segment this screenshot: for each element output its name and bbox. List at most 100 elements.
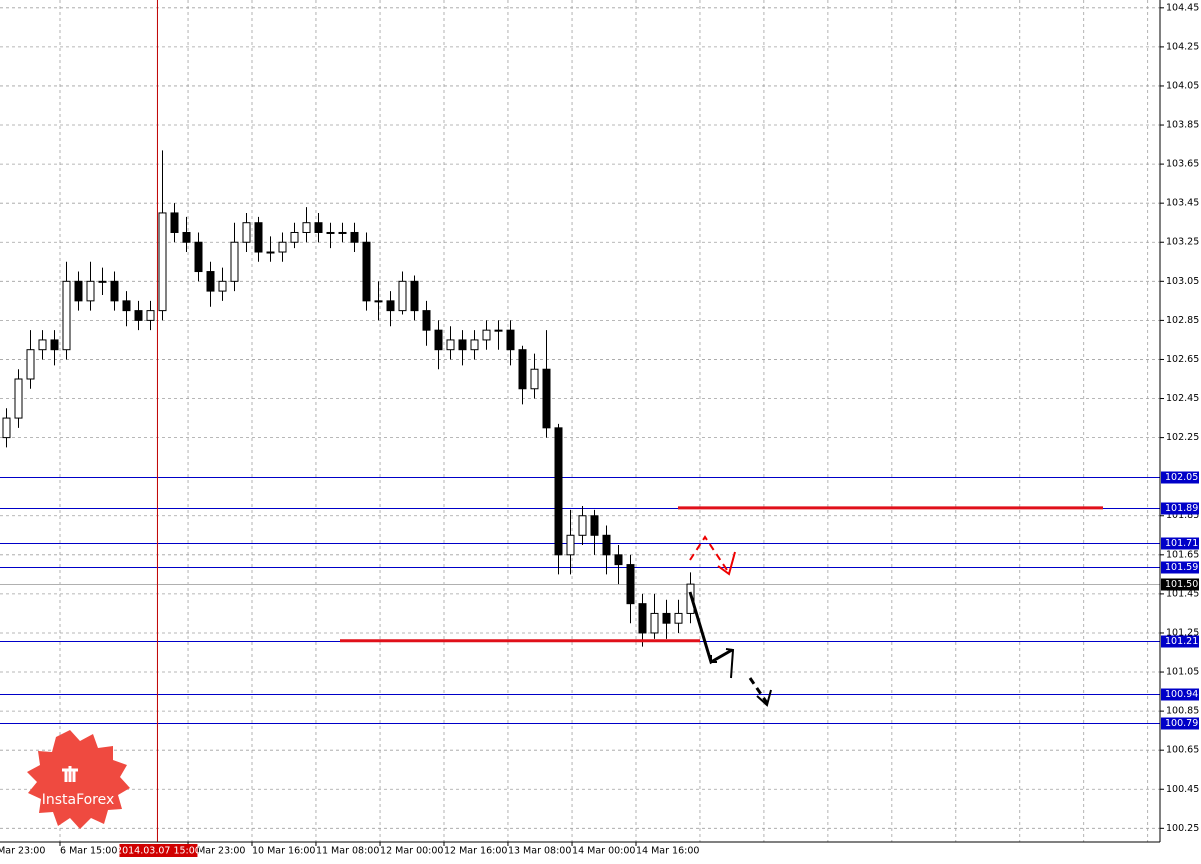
candle-body <box>446 339 455 351</box>
x-tick-label: 10 Mar 16:00 <box>252 846 315 857</box>
y-tick-label: 101.45 <box>1166 588 1199 599</box>
y-tick-label: 102.85 <box>1166 315 1199 326</box>
y-tick-label: 102.25 <box>1166 432 1199 443</box>
candle-body <box>422 310 431 331</box>
candle-body <box>614 554 623 566</box>
logo-icon <box>62 766 78 782</box>
candle-body <box>242 222 251 243</box>
x-tick-label: 5 Mar 23:00 <box>0 846 45 857</box>
candle-body <box>14 378 23 419</box>
candle-body <box>110 280 119 302</box>
candle-body <box>50 339 59 351</box>
candle-body <box>374 300 383 303</box>
candle-body <box>350 231 359 243</box>
candle-body <box>590 515 599 536</box>
y-tick-label: 104.45 <box>1166 2 1199 13</box>
candle-body <box>74 280 83 302</box>
candle-body <box>86 280 95 302</box>
y-tick-label: 100.45 <box>1166 784 1199 795</box>
arrow-head <box>756 689 772 707</box>
candle-body <box>566 534 575 556</box>
candle-body <box>602 534 611 556</box>
candle-body <box>458 339 467 351</box>
level-label: 101.89 <box>1165 503 1198 514</box>
y-tick-label: 103.25 <box>1166 237 1199 248</box>
x-tick-label: 11 Mar 08:00 <box>316 846 379 857</box>
candle-body <box>386 300 395 312</box>
x-tick-label: 12 Mar 16:00 <box>444 846 507 857</box>
candle-body <box>158 212 167 312</box>
candle-body <box>398 280 407 312</box>
y-tick-label: 104.25 <box>1166 41 1199 52</box>
level-label: 101.59 <box>1165 562 1198 573</box>
candle-body <box>650 612 659 634</box>
y-tick-label: 103.65 <box>1166 159 1199 170</box>
y-tick-label: 103.45 <box>1166 198 1199 209</box>
candle-body <box>554 427 563 556</box>
arrow-head <box>710 655 717 663</box>
candle-body <box>170 212 179 233</box>
level-label: 100.79 <box>1165 718 1198 729</box>
level-label-box <box>1161 471 1199 484</box>
y-tick-label: 102.45 <box>1166 393 1199 404</box>
candle-body <box>530 368 539 390</box>
candle-body <box>494 329 503 332</box>
level-label: 101.21 <box>1165 636 1198 647</box>
candle-body <box>218 280 227 292</box>
x-tick-label: 14 Mar 00:00 <box>572 846 635 857</box>
candle-body <box>506 329 515 351</box>
candle-body <box>122 300 131 312</box>
candle-body <box>266 251 275 254</box>
y-tick-label: 101.85 <box>1166 510 1199 521</box>
y-tick-label: 103.85 <box>1166 120 1199 131</box>
candle-body <box>362 241 371 302</box>
level-label-box <box>1161 502 1199 515</box>
x-tick-label: 12 Mar 00:00 <box>380 846 443 857</box>
candle-body <box>230 241 239 282</box>
candle-body <box>542 368 551 429</box>
candle-body <box>98 280 107 283</box>
candle-body <box>662 612 671 624</box>
candle-body <box>62 280 71 351</box>
arrow-red <box>689 535 730 574</box>
candle-body <box>518 349 527 390</box>
forecast-arrows <box>688 535 772 707</box>
y-tick-label: 102.65 <box>1166 354 1199 365</box>
candle-body <box>302 222 311 233</box>
arrow-head <box>717 551 736 576</box>
candle-body <box>638 603 647 634</box>
candle-body <box>410 280 419 312</box>
candle-body <box>626 564 635 605</box>
candle-body <box>314 222 323 233</box>
y-tick-label: 101.65 <box>1166 549 1199 560</box>
level-label-box <box>1161 635 1199 648</box>
candle-body <box>434 329 443 351</box>
candle-body <box>482 329 491 341</box>
x-tick-label: 13 Mar 08:00 <box>508 846 571 857</box>
candle-body <box>26 349 35 380</box>
candle-body <box>326 231 335 234</box>
x-tick-label: 6 Mar 15:00 <box>60 846 117 857</box>
level-label-box <box>1161 688 1199 701</box>
y-tick-label: 100.85 <box>1166 706 1199 717</box>
y-tick-label: 104.05 <box>1166 80 1199 91</box>
candle-body <box>134 310 143 321</box>
candle-body <box>578 515 587 536</box>
y-tick-label: 101.05 <box>1166 667 1199 678</box>
candle-body <box>470 339 479 351</box>
x-tick-label: 14 Mar 16:00 <box>636 846 699 857</box>
y-tick-label: 100.65 <box>1166 745 1199 756</box>
candle-body <box>146 310 155 321</box>
logo: InstaForex <box>27 730 130 829</box>
crosshair-box <box>119 844 198 857</box>
candle-body <box>2 417 11 439</box>
logo-badge <box>27 730 130 829</box>
level-label: 100.94 <box>1165 689 1198 700</box>
candle-body <box>194 241 203 273</box>
candle-body <box>206 271 215 292</box>
candle-body <box>674 612 683 624</box>
level-label-box <box>1161 537 1199 550</box>
x-tick-label: 7 Mar 23:00 <box>188 846 245 857</box>
candle-body <box>254 222 263 253</box>
